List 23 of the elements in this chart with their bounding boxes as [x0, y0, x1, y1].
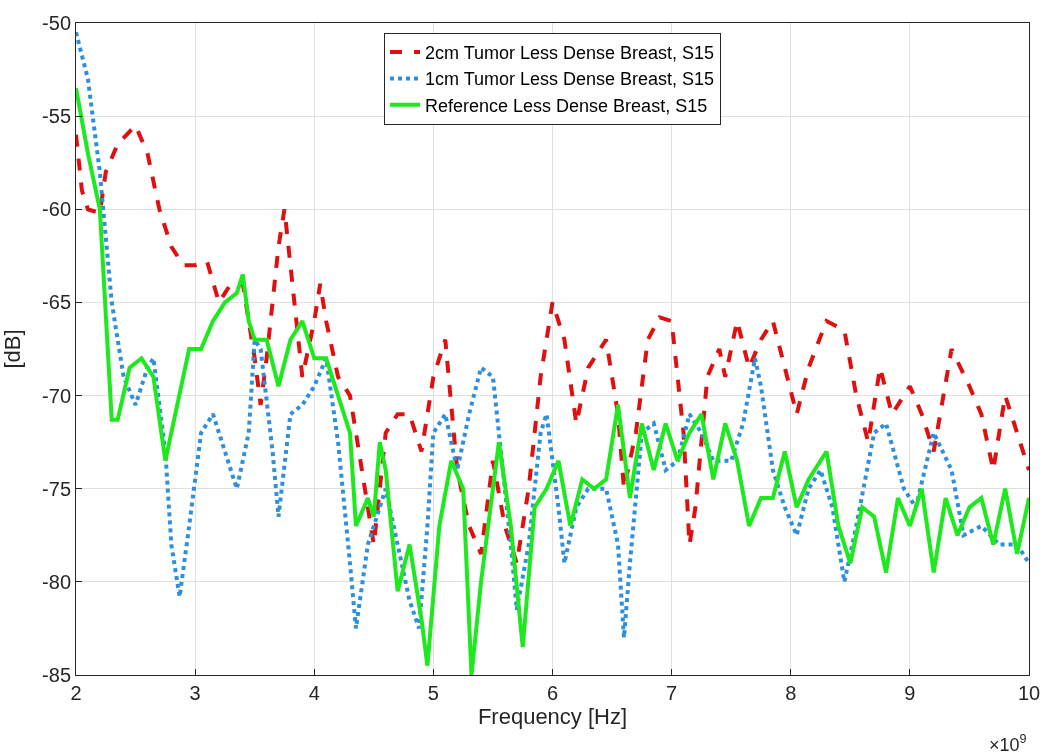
x-tick-label: 4 [308, 682, 320, 704]
y-tick-label: -85 [42, 664, 71, 686]
y-tick-label: -70 [42, 384, 71, 407]
y-axis-title: [dB] [0, 329, 25, 369]
x-tick-label: 9 [904, 682, 916, 704]
x-tick-label: 7 [666, 682, 678, 704]
y-tick-label: -65 [42, 291, 71, 314]
legend-label: Reference Less Dense Breast, S15 [425, 95, 708, 116]
text: ×10$^{9}$ [989, 732, 1027, 755]
y-tick-label: -50 [42, 12, 71, 34]
y-tick-label: -75 [42, 477, 71, 500]
x-tick-label: 3 [189, 682, 201, 704]
x-tick-label: 5 [427, 682, 439, 704]
y-tick-label: -80 [42, 570, 71, 593]
legend-label: 2cm Tumor Less Dense Breast, S15 [425, 43, 715, 63]
x-tick-label: 8 [785, 682, 797, 704]
legend-label: 1cm Tumor Less Dense Breast, S15 [425, 69, 715, 90]
x-tick-label: 6 [546, 682, 559, 704]
x-axis-title: Frequency [Hz] [477, 704, 628, 729]
x-tick-label: 10 [1017, 682, 1041, 704]
x-tick-label: 2 [70, 682, 82, 704]
y-tick-label: -60 [42, 198, 71, 221]
y-tick-label: -55 [42, 105, 71, 128]
